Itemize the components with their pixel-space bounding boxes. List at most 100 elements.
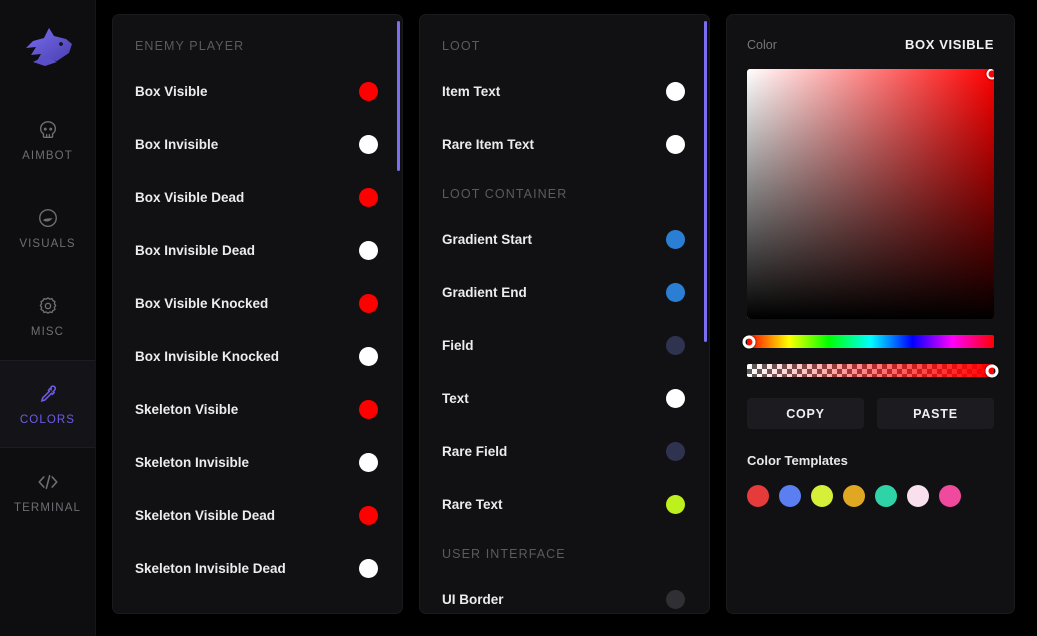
color-swatch-dot[interactable] xyxy=(359,188,378,207)
saturation-value-field[interactable] xyxy=(747,69,994,319)
app-logo xyxy=(0,0,95,96)
copy-button[interactable]: COPY xyxy=(747,398,864,429)
sv-black-overlay xyxy=(747,69,994,319)
code-icon xyxy=(36,471,60,493)
section-header: USER INTERFACE xyxy=(442,547,566,561)
color-row-label: Box Invisible xyxy=(135,137,219,152)
color-templates-title: Color Templates xyxy=(747,453,848,468)
hue-slider[interactable] xyxy=(742,335,994,348)
color-row[interactable]: UI Border xyxy=(442,581,687,613)
section-header: LOOT CONTAINER xyxy=(442,187,568,201)
template-teal[interactable] xyxy=(875,485,897,507)
section-header: ENEMY PLAYER xyxy=(135,39,245,53)
eye-moon-icon xyxy=(37,207,59,229)
color-swatch-dot[interactable] xyxy=(359,241,378,260)
template-lime[interactable] xyxy=(811,485,833,507)
color-row[interactable]: Field xyxy=(442,327,687,364)
color-swatch-dot[interactable] xyxy=(666,82,685,101)
template-blue[interactable] xyxy=(779,485,801,507)
color-row[interactable]: Gradient Start xyxy=(442,221,687,258)
color-row-label: Field xyxy=(442,338,474,353)
color-row-label: Box Visible xyxy=(135,84,208,99)
color-row[interactable]: Box Invisible Dead xyxy=(135,232,380,269)
color-swatch-dot[interactable] xyxy=(359,559,378,578)
color-row-label: Box Visible Knocked xyxy=(135,296,269,311)
template-red[interactable] xyxy=(747,485,769,507)
color-row-label: Text xyxy=(442,391,469,406)
color-row[interactable]: Box Visible Knocked xyxy=(135,285,380,322)
sidebar-item-misc[interactable]: MISC xyxy=(0,272,95,360)
color-row-label: Gradient End xyxy=(442,285,527,300)
alpha-gradient xyxy=(747,364,994,377)
color-swatch-dot[interactable] xyxy=(359,400,378,419)
template-gold[interactable] xyxy=(843,485,865,507)
color-row[interactable]: Skeleton Visible xyxy=(135,391,380,428)
color-picker-panel: Color BOX VISIBLE xyxy=(726,14,1015,614)
color-row[interactable]: Text xyxy=(442,380,687,417)
color-row-label: Box Invisible Dead xyxy=(135,243,256,258)
color-swatch-dot[interactable] xyxy=(666,230,685,249)
gear-icon xyxy=(37,295,59,317)
picker-actions: COPY PASTE xyxy=(747,398,994,429)
sidebar-item-visuals[interactable]: VISUALS xyxy=(0,184,95,272)
color-row-label: Rare Text xyxy=(442,497,503,512)
color-swatch-dot[interactable] xyxy=(666,590,685,609)
color-row[interactable]: Box Invisible Knocked xyxy=(135,338,380,375)
sidebar-item-label: MISC xyxy=(30,325,65,338)
sv-handle[interactable] xyxy=(986,69,994,80)
wolf-head-logo-icon xyxy=(21,24,75,72)
eyedropper-icon xyxy=(37,383,59,405)
hue-slider-handle[interactable] xyxy=(742,335,756,348)
color-row[interactable]: Rare Text xyxy=(442,486,687,523)
color-row-label: Rare Field xyxy=(442,444,508,459)
column-scroll-body: ENEMY PLAYER Box Visible Box Invisible Box … xyxy=(113,15,402,613)
color-row-label: Rare Item Text xyxy=(442,137,535,152)
color-row[interactable]: Rare Item Text xyxy=(442,126,687,163)
color-row[interactable]: Box Invisible xyxy=(135,126,380,163)
template-palepink[interactable] xyxy=(907,485,929,507)
sidebar-item-label: AIMBOT xyxy=(22,149,73,162)
column-scrollbar[interactable] xyxy=(704,21,707,342)
template-pink[interactable] xyxy=(939,485,961,507)
color-swatch-dot[interactable] xyxy=(359,506,378,525)
color-row[interactable]: Rare Field xyxy=(442,433,687,470)
color-row[interactable]: Item Text xyxy=(442,73,687,110)
color-swatch-dot[interactable] xyxy=(359,294,378,313)
color-templates-row xyxy=(747,485,994,507)
alpha-track xyxy=(747,364,994,377)
color-row[interactable]: Skeleton Invisible Dead xyxy=(135,550,380,587)
color-row[interactable]: Skeleton Invisible xyxy=(135,444,380,481)
loot-column: LOOT Item Text Rare Item Text LOOT CONTAINE… xyxy=(419,14,710,614)
color-row[interactable]: Box Visible xyxy=(135,73,380,110)
color-swatch-dot[interactable] xyxy=(359,347,378,366)
skull-icon xyxy=(37,119,59,141)
color-row[interactable]: Skeleton Visible Dead xyxy=(135,497,380,534)
alpha-slider-handle[interactable] xyxy=(985,364,999,377)
hue-track xyxy=(747,335,994,348)
color-row-label: Gradient Start xyxy=(442,232,533,247)
color-swatch-dot[interactable] xyxy=(359,135,378,154)
color-swatch-dot[interactable] xyxy=(666,442,685,461)
color-row-label: Box Visible Dead xyxy=(135,190,245,205)
color-row-label: Skeleton Invisible xyxy=(135,455,250,470)
color-row-label: Skeleton Visible xyxy=(135,402,239,417)
sidebar-item-colors[interactable]: COLORS xyxy=(0,360,95,448)
alpha-slider[interactable] xyxy=(747,364,999,377)
sidebar: AIMBOT VISUALS MISC xyxy=(0,0,96,636)
color-row[interactable]: Gradient End xyxy=(442,274,687,311)
color-swatch-dot[interactable] xyxy=(666,283,685,302)
sidebar-item-label: COLORS xyxy=(19,413,76,426)
sidebar-item-terminal[interactable]: TERMINAL xyxy=(0,448,95,536)
color-row[interactable]: Box Visible Dead xyxy=(135,179,380,216)
paste-button[interactable]: PASTE xyxy=(877,398,994,429)
color-swatch-dot[interactable] xyxy=(359,82,378,101)
color-swatch-dot[interactable] xyxy=(359,453,378,472)
color-swatch-dot[interactable] xyxy=(666,495,685,514)
color-swatch-dot[interactable] xyxy=(666,135,685,154)
picker-target-label: BOX VISIBLE xyxy=(905,37,994,52)
sidebar-item-aimbot[interactable]: AIMBOT xyxy=(0,96,95,184)
color-swatch-dot[interactable] xyxy=(666,336,685,355)
column-scrollbar[interactable] xyxy=(397,21,400,171)
color-swatch-dot[interactable] xyxy=(666,389,685,408)
section-header: LOOT xyxy=(442,39,481,53)
